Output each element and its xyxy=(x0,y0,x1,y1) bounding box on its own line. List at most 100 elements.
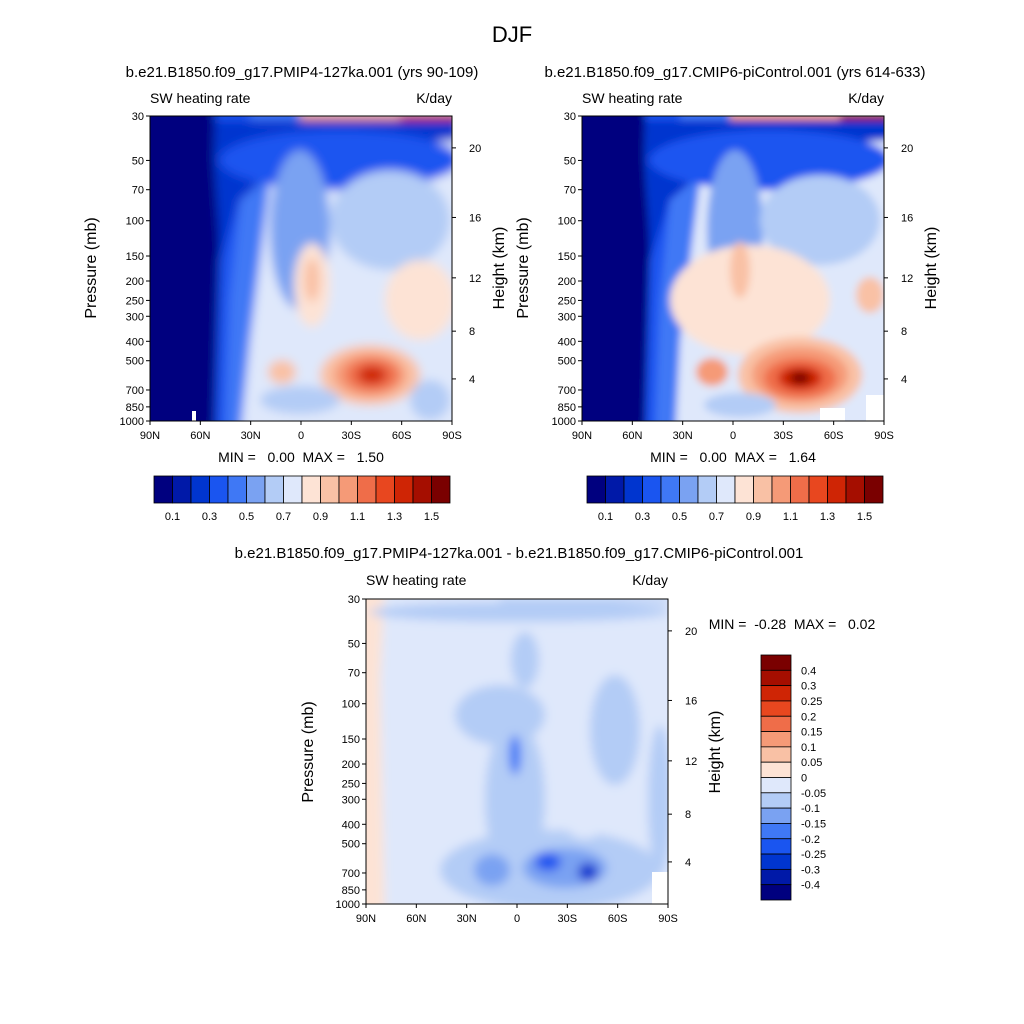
panel-3-y2-tick-label-0: 4 xyxy=(685,857,691,869)
panel-1-y-tick-label-9: 500 xyxy=(126,356,144,368)
panel-2-colorbar-swatch-3 xyxy=(642,475,662,504)
panel-2-y-tick-label-12: 1000 xyxy=(552,416,576,428)
panel-1-colorbar-label-2: 0.5 xyxy=(239,511,254,523)
panel-3-y-tick-label-7: 300 xyxy=(342,794,360,806)
panel-1-colorbar-swatch-3 xyxy=(209,475,229,504)
panel-2-colorbar-swatch-8 xyxy=(734,475,754,504)
panel-2-y2-tick-label-1: 8 xyxy=(901,326,907,338)
panel-1-colorbar-swatch-5 xyxy=(246,475,266,504)
panel-3: b.e21.B1850.f09_g17.PMIP4-127ka.001 - b.… xyxy=(235,545,876,925)
panel-1-ylabel: Pressure (mb) xyxy=(83,217,100,318)
panel-2-x-tick-label-1: 60N xyxy=(622,430,642,442)
panel-2-x-tick-label-6: 90S xyxy=(874,430,894,442)
panel-2-colorbar-label-0: 0.1 xyxy=(598,511,613,523)
panel-2-stats: MIN = 0.00 MAX = 1.64 xyxy=(650,449,816,465)
panel-1-y-tick-label-4: 150 xyxy=(126,251,144,263)
panel-2-colorbar-label-4: 0.9 xyxy=(746,511,761,523)
panel-1-colorbar-swatch-11 xyxy=(357,475,377,504)
panel-3-y2-tick-label-1: 8 xyxy=(685,809,691,821)
panel-3-y-tick-label-1: 50 xyxy=(348,638,360,650)
panel-2-ylabel: Pressure (mb) xyxy=(515,217,532,318)
panel-1-x-tick-label-2: 30N xyxy=(241,430,261,442)
panel-2-colorbar-swatch-1 xyxy=(605,475,625,504)
panel-2-y-tick-label-6: 250 xyxy=(558,295,576,307)
panel-1-colorbar-swatch-10 xyxy=(338,475,358,504)
panel-2-colorbar-swatch-10 xyxy=(771,475,791,504)
panel-3-y-tick-label-5: 200 xyxy=(342,759,360,771)
panel-3-colorbar-label-4: 0.15 xyxy=(801,727,822,739)
panel-1-x-tick-label-6: 90S xyxy=(442,430,462,442)
panel-2-colorbar-swatch-5 xyxy=(679,475,699,504)
panel-1-colorbar-swatch-13 xyxy=(394,475,414,504)
panel-3-colorbar-swatch-12 xyxy=(760,838,792,855)
panel-2-colorbar-label-7: 1.5 xyxy=(857,511,872,523)
panel-1-y-tick-label-5: 200 xyxy=(126,276,144,288)
panel-3-colorbar-label-1: 0.3 xyxy=(801,681,816,693)
panel-1-colorbar-swatch-1 xyxy=(172,475,192,504)
panel-2-units-label: K/day xyxy=(848,90,884,106)
panel-3-y2-tick-label-4: 20 xyxy=(685,626,697,638)
panel-1-colorbar-swatch-7 xyxy=(283,475,303,504)
panel-1-y-tick-label-0: 30 xyxy=(132,111,144,123)
panel-3-colorbar-label-13: -0.3 xyxy=(801,864,820,876)
panel-2-colorbar-swatch-4 xyxy=(660,475,680,504)
panel-3-colorbar-label-0: 0.4 xyxy=(801,665,816,677)
panel-3-colorbar-label-11: -0.2 xyxy=(801,834,820,846)
panel-2-colorbar-label-5: 1.1 xyxy=(783,511,798,523)
panel-3-variable-label: SW heating rate xyxy=(366,572,467,588)
panel-1-contour-field xyxy=(150,116,452,421)
panel-1-axes: 305070100150200250300400500700850100090N… xyxy=(120,111,482,442)
panel-2-y-tick-label-2: 70 xyxy=(564,185,576,197)
panel-2-y-tick-label-5: 200 xyxy=(558,276,576,288)
panel-1-colorbar-label-1: 0.3 xyxy=(202,511,217,523)
panel-1-colorbar-label-6: 1.3 xyxy=(387,511,402,523)
panel-3-x-tick-label-5: 60S xyxy=(608,913,628,925)
panel-2-x-tick-label-2: 30N xyxy=(673,430,693,442)
panel-3-colorbar-label-6: 0.05 xyxy=(801,757,822,769)
panel-2-y-tick-label-4: 150 xyxy=(558,251,576,263)
panel-3-y-tick-label-4: 150 xyxy=(342,734,360,746)
panel-3-colorbar-label-14: -0.4 xyxy=(801,880,820,892)
panel-3-colorbar-swatch-5 xyxy=(760,731,792,748)
panel-2-colorbar-swatch-12 xyxy=(808,475,828,504)
panel-1-colorbar-swatch-4 xyxy=(227,475,247,504)
panel-3-title: b.e21.B1850.f09_g17.PMIP4-127ka.001 - b.… xyxy=(235,545,804,562)
panel-3-x-tick-label-6: 90S xyxy=(658,913,678,925)
panel-1-colorbar-swatch-6 xyxy=(264,475,284,504)
panel-2-contour-field xyxy=(582,116,884,421)
panel-2-axes: 305070100150200250300400500700850100090N… xyxy=(552,111,914,442)
panel-3-colorbar-swatch-4 xyxy=(760,715,792,732)
panel-1-y2-tick-label-0: 4 xyxy=(469,374,475,386)
panel-2-y-tick-label-0: 30 xyxy=(564,111,576,123)
panel-1-variable-label: SW heating rate xyxy=(150,90,251,106)
panel-2-y-tick-label-9: 500 xyxy=(558,356,576,368)
panel-3-contour-field xyxy=(366,599,668,904)
panel-2-colorbar-swatch-13 xyxy=(827,475,847,504)
panel-2-colorbar-label-6: 1.3 xyxy=(820,511,835,523)
panel-3-y-tick-label-8: 400 xyxy=(342,819,360,831)
panel-1-colorbar-label-4: 0.9 xyxy=(313,511,328,523)
panel-3-x-tick-label-2: 30N xyxy=(457,913,477,925)
panel-2-y2-tick-label-4: 20 xyxy=(901,143,913,155)
panel-1-y-tick-label-3: 100 xyxy=(126,216,144,228)
panel-2-y2-tick-label-2: 12 xyxy=(901,273,913,285)
panel-2-colorbar-swatch-14 xyxy=(845,475,865,504)
panel-1-colorbar-label-0: 0.1 xyxy=(165,511,180,523)
panel-2-colorbar-swatch-6 xyxy=(697,475,717,504)
panel-2-colorbar-swatch-7 xyxy=(716,475,736,504)
panel-1-colorbar-label-3: 0.7 xyxy=(276,511,291,523)
panel-2-colorbar-swatch-11 xyxy=(790,475,810,504)
panel-2-variable-label: SW heating rate xyxy=(582,90,683,106)
panel-3-y-tick-label-3: 100 xyxy=(342,699,360,711)
panel-3-colorbar-swatch-3 xyxy=(760,700,792,717)
panel-3-axes: 305070100150200250300400500700850100090N… xyxy=(336,594,698,925)
panel-3-colorbar-swatch-15 xyxy=(760,884,792,901)
figure-title: DJF xyxy=(492,22,532,47)
panel-2-colorbar: 0.1 0.3 0.5 0.7 0.9 1.1 1.3 1.5 xyxy=(586,475,884,523)
panel-1-colorbar-swatch-2 xyxy=(190,475,210,504)
panel-3-colorbar-swatch-8 xyxy=(760,777,792,794)
panel-3-colorbar-label-8: -0.05 xyxy=(801,788,826,800)
panel-2-y-tick-label-8: 400 xyxy=(558,336,576,348)
panel-2-y-tick-label-7: 300 xyxy=(558,311,576,323)
